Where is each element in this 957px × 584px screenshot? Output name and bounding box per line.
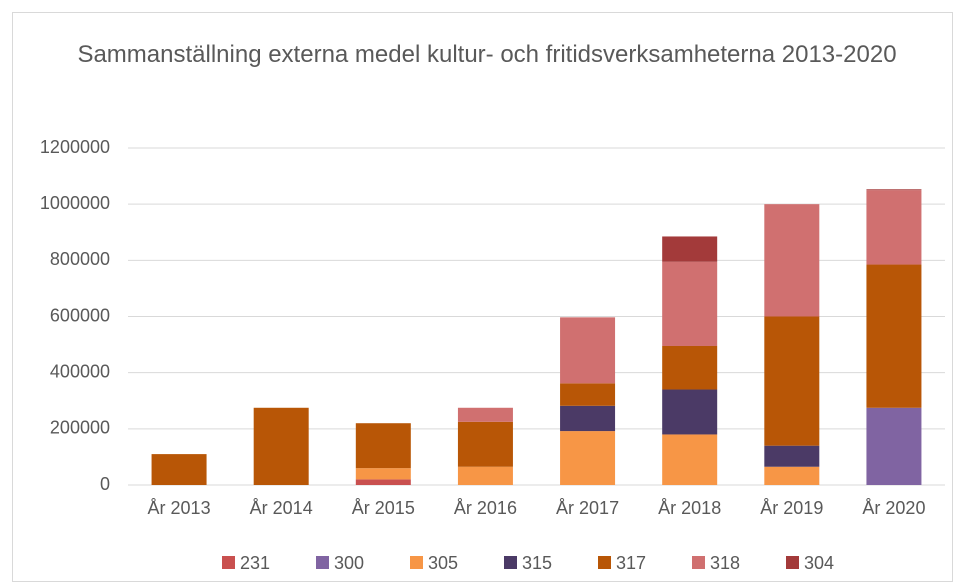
y-tick-label: 600000 xyxy=(50,305,110,325)
legend-label: 300 xyxy=(334,553,364,573)
bar-segment xyxy=(457,421,513,467)
legend-label: 317 xyxy=(616,553,646,573)
legend-swatch xyxy=(786,556,799,569)
bar-segment xyxy=(457,407,513,422)
bar-segment xyxy=(662,261,718,346)
x-tick-label: År 2015 xyxy=(352,498,415,518)
y-tick-label: 1000000 xyxy=(40,193,110,213)
legend-label: 305 xyxy=(428,553,458,573)
bar-segment xyxy=(866,190,922,265)
bar-segment xyxy=(764,316,820,446)
bar-segment xyxy=(662,345,718,390)
x-tick-label: År 2013 xyxy=(148,498,211,518)
legend-label: 318 xyxy=(710,553,740,573)
y-tick-label: 800000 xyxy=(50,249,110,269)
legend-label: 304 xyxy=(804,553,834,573)
bar-segment xyxy=(662,389,718,435)
legend-swatch xyxy=(222,556,235,569)
x-tick-label: År 2014 xyxy=(250,498,313,518)
legend-swatch xyxy=(316,556,329,569)
bar-segment xyxy=(764,445,820,467)
bar-segment xyxy=(866,407,922,485)
legend-swatch xyxy=(410,556,423,569)
y-tick-label: 400000 xyxy=(50,361,110,381)
bar-segment xyxy=(355,479,411,485)
bar-segment xyxy=(355,423,411,469)
y-tick-label: 1200000 xyxy=(40,137,110,157)
bar-segment xyxy=(662,236,718,262)
x-tick-label: År 2020 xyxy=(862,498,925,518)
bar-segment xyxy=(560,431,616,485)
bar-segment xyxy=(560,405,616,432)
x-tick-label: År 2017 xyxy=(556,498,619,518)
legend-label: 315 xyxy=(522,553,552,573)
bar-segment xyxy=(866,264,922,408)
bar-segment xyxy=(764,466,820,485)
bar-segment xyxy=(560,383,616,406)
bar-segment xyxy=(457,466,513,485)
x-tick-label: År 2018 xyxy=(658,498,721,518)
bar-segment xyxy=(253,407,309,485)
x-tick-label: År 2016 xyxy=(454,498,517,518)
bar-segment xyxy=(764,204,820,317)
bar-segment xyxy=(560,317,616,384)
chart-frame xyxy=(12,12,953,582)
bar-segment xyxy=(866,189,922,191)
legend-swatch xyxy=(598,556,611,569)
legend-swatch xyxy=(504,556,517,569)
bar-segment xyxy=(151,454,207,485)
bar-segment xyxy=(662,434,718,485)
x-tick-label: År 2019 xyxy=(760,498,823,518)
legend-swatch xyxy=(692,556,705,569)
chart-title: Sammanställning externa medel kultur- oc… xyxy=(77,41,897,68)
bar-segment xyxy=(355,468,411,480)
legend-label: 231 xyxy=(240,553,270,573)
y-tick-label: 0 xyxy=(100,474,110,494)
y-tick-label: 200000 xyxy=(50,418,110,438)
